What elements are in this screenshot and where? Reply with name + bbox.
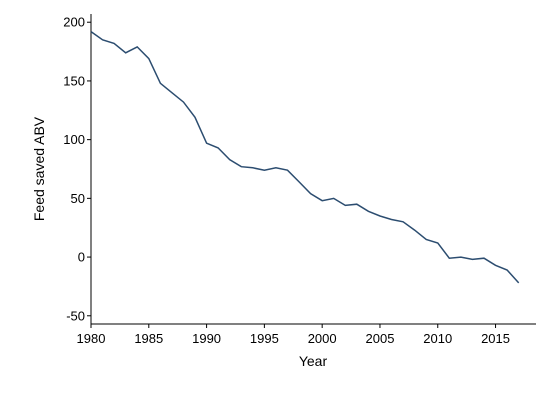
x-tick-label: 1985 bbox=[134, 331, 163, 346]
y-tick-label: -50 bbox=[66, 308, 85, 323]
x-tick-label: 1990 bbox=[192, 331, 221, 346]
x-axis-ticks: 1980 1985 1990 1995 2000 2005 2010 2015 bbox=[77, 324, 510, 346]
y-tick-label: 0 bbox=[78, 250, 85, 265]
x-tick-label: 2010 bbox=[423, 331, 452, 346]
series-line bbox=[90, 30, 520, 284]
y-tick-label: 50 bbox=[71, 191, 85, 206]
x-tick-label: 2015 bbox=[481, 331, 510, 346]
y-axis-ticks: -50 0 50 100 150 200 bbox=[63, 15, 91, 323]
x-tick-label: 2005 bbox=[366, 331, 395, 346]
y-axis-title: Feed saved ABV bbox=[31, 116, 47, 221]
x-tick-label: 1995 bbox=[250, 331, 279, 346]
x-tick-label: 1980 bbox=[77, 331, 106, 346]
y-tick-label: 200 bbox=[63, 15, 85, 30]
x-tick-label: 2000 bbox=[308, 331, 337, 346]
y-tick-label: 100 bbox=[63, 132, 85, 147]
x-axis-title: Year bbox=[299, 353, 328, 369]
y-tick-label: 150 bbox=[63, 73, 85, 88]
